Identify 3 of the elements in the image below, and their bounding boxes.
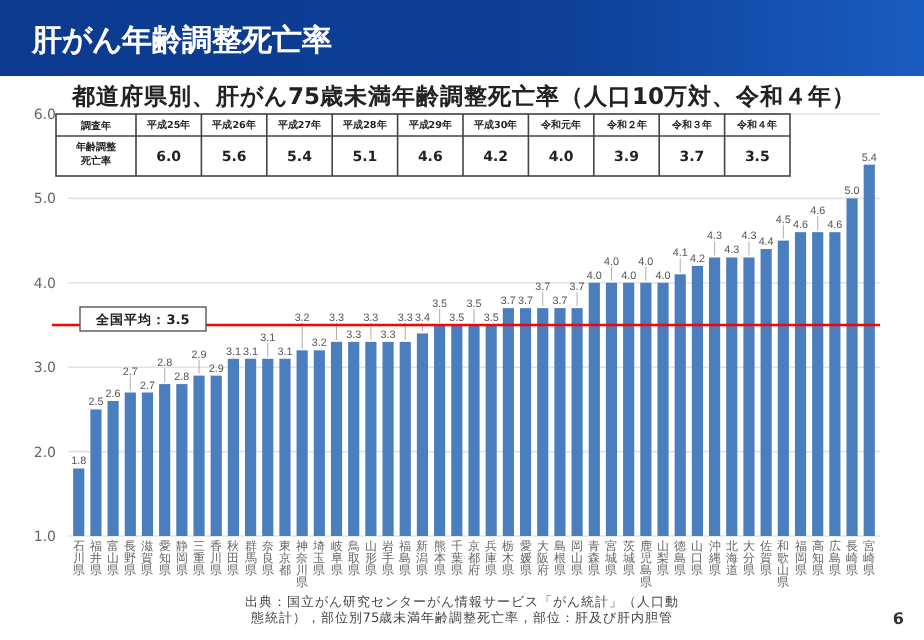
text: 6 xyxy=(892,610,905,628)
chart-title: 肝がん年齢調整死亡率 xyxy=(30,22,332,58)
chart-subtitle: 都道府県別、肝がん75歳未満年齢調整死亡率（人口10万対、令和４年） xyxy=(69,82,857,110)
